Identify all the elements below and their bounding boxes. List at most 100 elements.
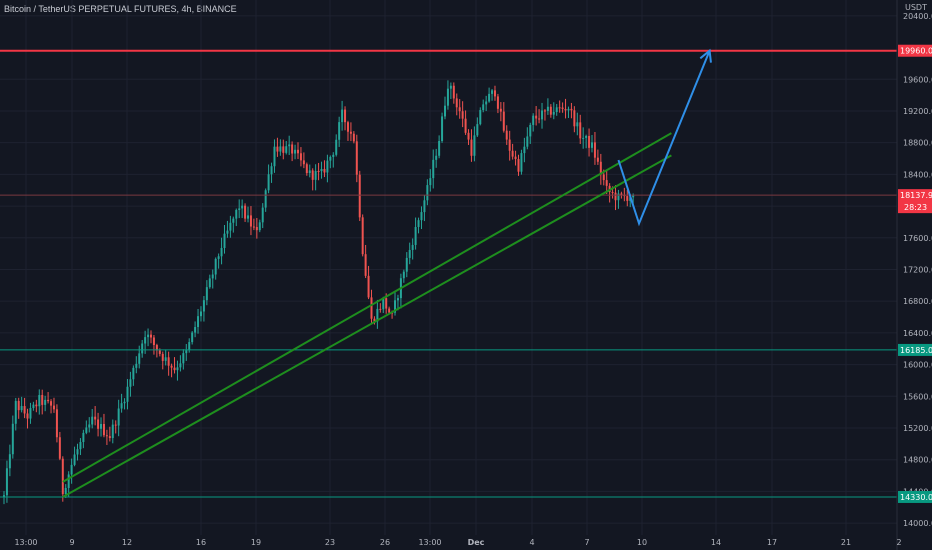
candle-body	[579, 122, 582, 139]
candle-body	[470, 139, 473, 156]
candle-body	[76, 449, 79, 455]
candle-body	[79, 442, 82, 450]
candle-body	[158, 350, 161, 354]
candle-body	[214, 258, 217, 275]
candle-body	[441, 116, 444, 142]
candle-body	[155, 345, 158, 351]
candle-body	[179, 363, 182, 368]
countdown-label: 28:23	[904, 203, 927, 212]
candle-body	[100, 423, 103, 429]
candle-body	[47, 399, 50, 402]
candle-body	[538, 118, 541, 120]
candle-body	[3, 495, 5, 497]
candle-body	[102, 423, 105, 436]
projection-path[interactable]	[617, 50, 711, 227]
candle-body	[111, 424, 114, 439]
candle-body	[252, 226, 255, 228]
candle-body	[394, 300, 397, 313]
y-tick-label: 20400.00	[903, 12, 932, 21]
candle-body	[464, 118, 467, 133]
candle-body	[288, 144, 291, 147]
candle-body	[91, 416, 94, 425]
candle-body	[11, 423, 14, 455]
candle-body	[446, 88, 449, 106]
candle-body	[167, 357, 170, 366]
trend-channel-lower[interactable]	[62, 154, 672, 498]
candle-body	[226, 230, 229, 234]
candle-body	[396, 298, 399, 301]
candle-body	[432, 159, 435, 179]
candle-body	[67, 474, 70, 488]
candle-body	[232, 218, 235, 223]
candle-body	[455, 98, 458, 108]
candle-body	[41, 395, 44, 405]
candle-body	[367, 275, 370, 298]
candle-body	[332, 154, 335, 157]
candle-body	[297, 149, 299, 154]
candle-body	[85, 427, 88, 433]
candle-body	[388, 308, 391, 313]
x-tick-label: 13:00	[14, 538, 37, 547]
trend-channel-upper[interactable]	[62, 132, 672, 483]
candle-body	[370, 297, 373, 319]
candle-body	[582, 137, 585, 139]
candle-body	[502, 111, 505, 131]
candle-body	[355, 141, 358, 175]
candle-body	[317, 171, 320, 173]
candle-body	[591, 142, 593, 148]
candle-body	[291, 144, 294, 154]
candle-body	[632, 195, 635, 198]
candle-body	[523, 146, 526, 154]
candle-body	[426, 185, 429, 201]
price-axis[interactable]: USDT 20400.00 19600.00 19200.00 18800.00 184…	[896, 0, 932, 550]
candle-body	[602, 174, 605, 181]
candle-body	[182, 353, 185, 364]
candle-body	[138, 353, 141, 364]
time-axis[interactable]: 13:00 9 12 16 19 23 26 13:00 Dec 4 7 10 14 17 21 2	[14, 538, 901, 547]
candle-body	[511, 150, 514, 157]
candle-body	[491, 90, 494, 94]
x-tick-label: 17	[767, 538, 777, 547]
candle-body	[276, 146, 279, 152]
candle-body	[229, 222, 232, 231]
candle-body	[573, 110, 576, 127]
candle-body	[108, 436, 111, 439]
candle-body	[129, 379, 132, 387]
x-tick-label: 7	[584, 538, 589, 547]
candle-body	[117, 408, 120, 426]
candle-body	[526, 136, 529, 147]
candle-body	[605, 180, 608, 186]
candle-body	[50, 401, 53, 406]
candle-body	[508, 139, 511, 151]
candle-body	[567, 108, 570, 111]
candle-body	[14, 400, 17, 424]
candle-body	[202, 300, 205, 312]
candle-body	[294, 149, 297, 154]
y-tick-label: 19600.00	[903, 75, 932, 84]
y-tick-label: 18800.00	[903, 139, 932, 148]
candle-body	[58, 437, 61, 459]
candle-body	[411, 244, 414, 250]
current-price-tag	[898, 189, 932, 214]
candle-body	[220, 247, 223, 257]
y-tick-label: 17600.00	[903, 234, 932, 243]
candle-body	[217, 256, 220, 259]
candle-body	[141, 343, 144, 354]
candle-body	[352, 133, 355, 142]
candle-body	[473, 135, 476, 156]
candle-body	[402, 271, 405, 279]
candle-body	[97, 419, 100, 429]
candle-body	[235, 209, 238, 219]
level-price-tag	[898, 44, 932, 57]
candle-body	[299, 153, 302, 161]
candle-body	[458, 107, 461, 112]
candle-body	[105, 435, 108, 437]
candle-body	[532, 115, 535, 125]
candle-body	[414, 227, 417, 245]
candle-body	[170, 365, 173, 368]
candle-body	[32, 404, 35, 409]
candle-body	[349, 131, 352, 134]
x-tick-label: 23	[325, 538, 335, 547]
candle-body	[555, 107, 558, 112]
